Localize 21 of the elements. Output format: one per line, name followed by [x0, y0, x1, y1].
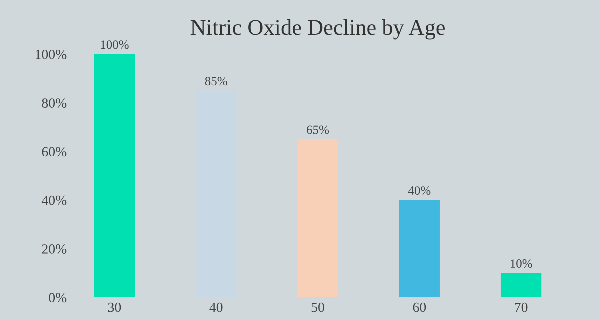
- y-tick-label: 60%: [42, 147, 67, 157]
- x-tick-label: 60: [413, 302, 426, 312]
- y-tick-label: 20%: [42, 244, 67, 254]
- bar: [94, 54, 136, 298]
- chart-title: Nitric Oxide Decline by Age: [190, 20, 445, 40]
- bar: [399, 200, 440, 298]
- y-tick-label: 80%: [42, 98, 67, 108]
- y-tick-label: 0%: [49, 293, 67, 303]
- y-tick-label: 100%: [36, 50, 67, 60]
- bar: [298, 140, 338, 298]
- data-label: 85%: [205, 77, 228, 86]
- x-tick-label: 50: [312, 302, 324, 312]
- data-label: 40%: [408, 186, 431, 196]
- data-label: 100%: [101, 40, 129, 50]
- data-label: 10%: [510, 260, 532, 268]
- y-tick-label: 40%: [42, 196, 67, 206]
- bar: [500, 273, 542, 298]
- data-label: 65%: [307, 126, 330, 134]
- x-tick-label: 70: [515, 302, 528, 312]
- x-tick-label: 40: [210, 302, 223, 312]
- x-tick-label: 30: [108, 302, 122, 312]
